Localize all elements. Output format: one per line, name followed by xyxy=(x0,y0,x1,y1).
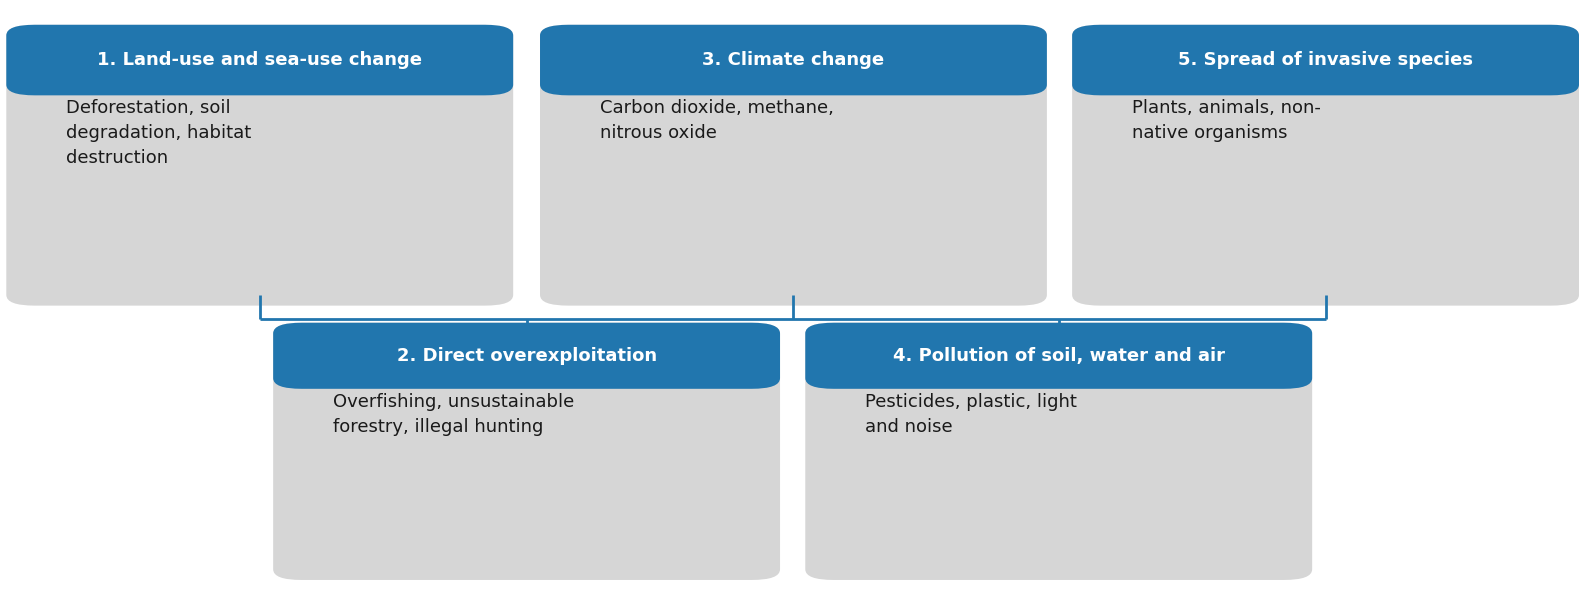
FancyBboxPatch shape xyxy=(273,323,780,580)
FancyBboxPatch shape xyxy=(805,323,1312,389)
Text: 5. Spread of invasive species: 5. Spread of invasive species xyxy=(1178,51,1473,69)
Text: Carbon dioxide, methane,
nitrous oxide: Carbon dioxide, methane, nitrous oxide xyxy=(600,100,834,142)
FancyBboxPatch shape xyxy=(540,25,1047,306)
FancyBboxPatch shape xyxy=(6,25,513,306)
FancyBboxPatch shape xyxy=(1072,25,1579,306)
Text: Overfishing, unsustainable
forestry, illegal hunting: Overfishing, unsustainable forestry, ill… xyxy=(333,393,575,436)
Text: 4. Pollution of soil, water and air: 4. Pollution of soil, water and air xyxy=(892,347,1225,365)
Text: Deforestation, soil
degradation, habitat
destruction: Deforestation, soil degradation, habitat… xyxy=(66,100,251,168)
FancyBboxPatch shape xyxy=(540,25,1047,96)
Text: 3. Climate change: 3. Climate change xyxy=(703,51,884,69)
Text: Plants, animals, non-
native organisms: Plants, animals, non- native organisms xyxy=(1132,100,1322,142)
FancyBboxPatch shape xyxy=(1072,25,1579,96)
FancyBboxPatch shape xyxy=(6,25,513,96)
Text: 2. Direct overexploitation: 2. Direct overexploitation xyxy=(396,347,657,365)
FancyBboxPatch shape xyxy=(805,323,1312,580)
Text: Pesticides, plastic, light
and noise: Pesticides, plastic, light and noise xyxy=(865,393,1077,436)
Text: 1. Land-use and sea-use change: 1. Land-use and sea-use change xyxy=(98,51,422,69)
FancyBboxPatch shape xyxy=(273,323,780,389)
